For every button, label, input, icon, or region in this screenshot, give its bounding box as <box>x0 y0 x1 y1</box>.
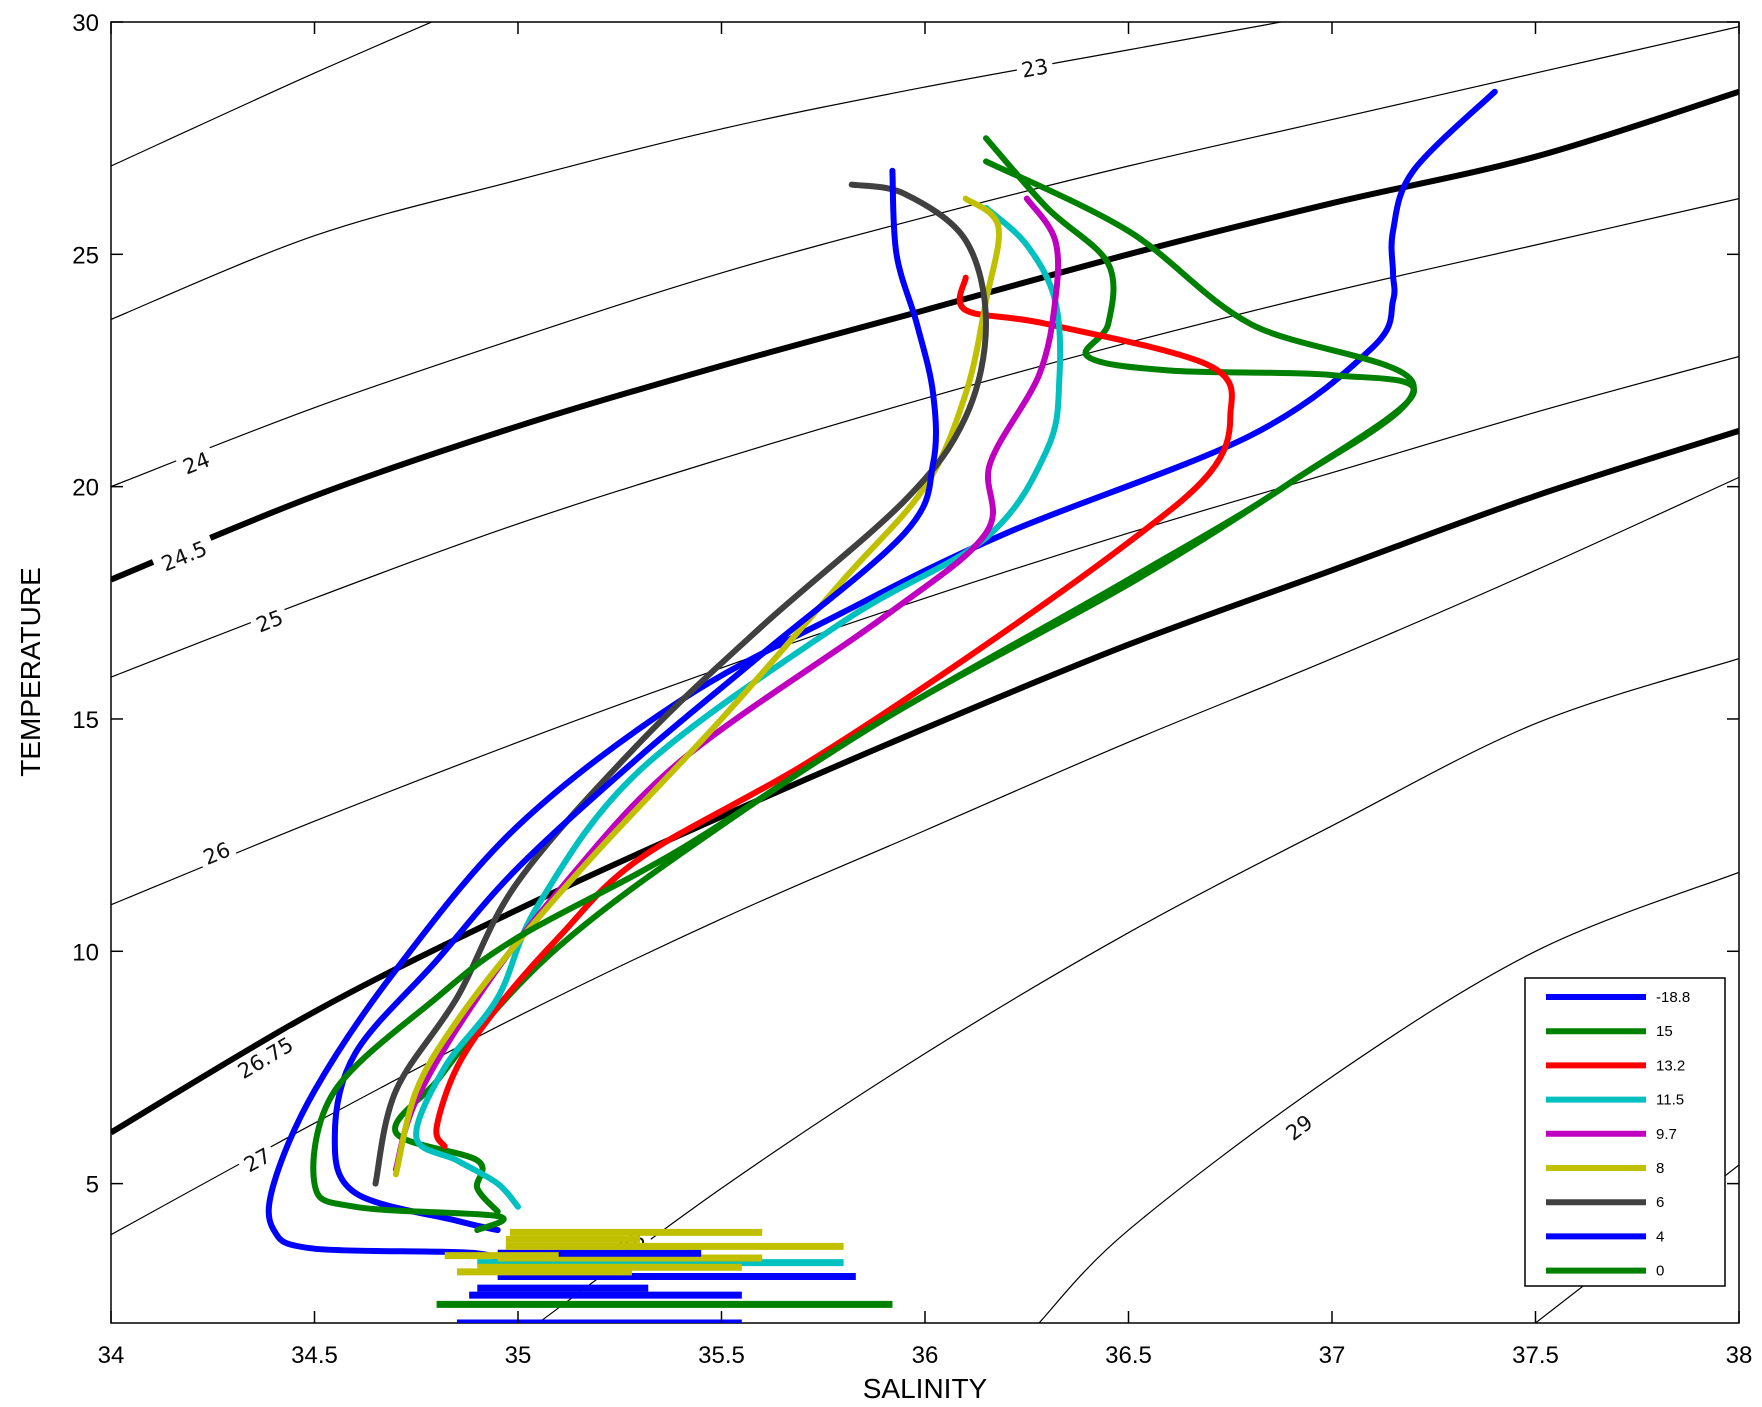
x-tick-label: 38 <box>1726 1342 1753 1369</box>
density-contour-28 <box>537 658 1739 1323</box>
legend-label: 15 <box>1656 1023 1673 1040</box>
y-tick-label: 10 <box>72 939 99 966</box>
series-line-6 <box>372 181 989 1187</box>
contour-label-bg <box>1014 52 1055 85</box>
y-tick-label: 20 <box>72 475 99 502</box>
contour-label-bg <box>195 834 239 873</box>
legend-label: -18.8 <box>1656 989 1690 1006</box>
x-tick-label: 37 <box>1319 1342 1346 1369</box>
x-axis: 34 34.5 35 35.5 36 36.5 37 37.5 38 <box>98 22 1753 1369</box>
contour-label-bg <box>235 1140 280 1181</box>
density-contour-23 <box>111 22 1285 320</box>
y-axis-label: TEMPERATURE <box>15 567 46 777</box>
x-tick-label: 36.5 <box>1105 1342 1152 1369</box>
series-line-0 <box>265 88 1498 1271</box>
density-contour-26 <box>111 355 1739 906</box>
legend: -18.8 15 13.2 11.5 9.7 8 6 4 0 <box>1524 977 1726 1287</box>
y-tick-label: 30 <box>72 10 99 37</box>
contour-label-bg <box>226 1027 305 1089</box>
density-contour-29 <box>1038 871 1739 1323</box>
density-contour-24-5 <box>111 88 1739 583</box>
y-axis: 5 10 15 20 25 30 <box>72 10 1739 1199</box>
contour-label-bg <box>1277 1106 1322 1150</box>
legend-label: 13.2 <box>1656 1057 1685 1074</box>
series-line-7 <box>331 167 939 1234</box>
contour-label-bg <box>150 532 218 581</box>
series-line-2 <box>433 274 1235 1150</box>
legend-label: 11.5 <box>1656 1092 1684 1109</box>
x-tick-label: 34 <box>98 1342 125 1369</box>
contour-label-bg <box>174 444 218 483</box>
legend-label: 9.7 <box>1656 1126 1677 1143</box>
legend-label: 6 <box>1656 1194 1664 1211</box>
series-line-1 <box>392 135 1417 1215</box>
density-contour-22 <box>111 22 434 167</box>
legend-label: 8 <box>1656 1160 1664 1177</box>
x-tick-label: 35 <box>505 1342 532 1369</box>
contour-label-23: 23 <box>1020 54 1051 82</box>
series-line-8 <box>310 158 1417 1234</box>
y-tick-label: 25 <box>72 242 99 269</box>
legend-items: -18.8 15 13.2 11.5 9.7 8 6 4 0 <box>1546 989 1690 1280</box>
y-tick-label: 5 <box>86 1172 99 1199</box>
x-tick-label: 35.5 <box>698 1342 745 1369</box>
contour-label-22: 22 <box>553 0 580 13</box>
density-contour-27 <box>111 476 1739 1236</box>
legend-label: 4 <box>1656 1228 1664 1245</box>
density-contour-24 <box>111 26 1739 488</box>
x-tick-label: 36 <box>912 1342 939 1369</box>
density-contour-26-75 <box>111 428 1739 1136</box>
series-line-3 <box>413 204 1064 1210</box>
contour-label-bg <box>248 602 292 641</box>
y-tick-label: 15 <box>72 707 99 734</box>
contour-label-bg <box>549 0 585 14</box>
x-axis-label: SALINITY <box>863 1373 988 1404</box>
legend-label: 0 <box>1656 1263 1664 1280</box>
x-tick-label: 37.5 <box>1512 1342 1559 1369</box>
x-tick-label: 34.5 <box>291 1342 338 1369</box>
density-contour-25 <box>111 198 1739 678</box>
deep-bottom-traces <box>436 1228 893 1323</box>
data-series <box>265 88 1498 1271</box>
